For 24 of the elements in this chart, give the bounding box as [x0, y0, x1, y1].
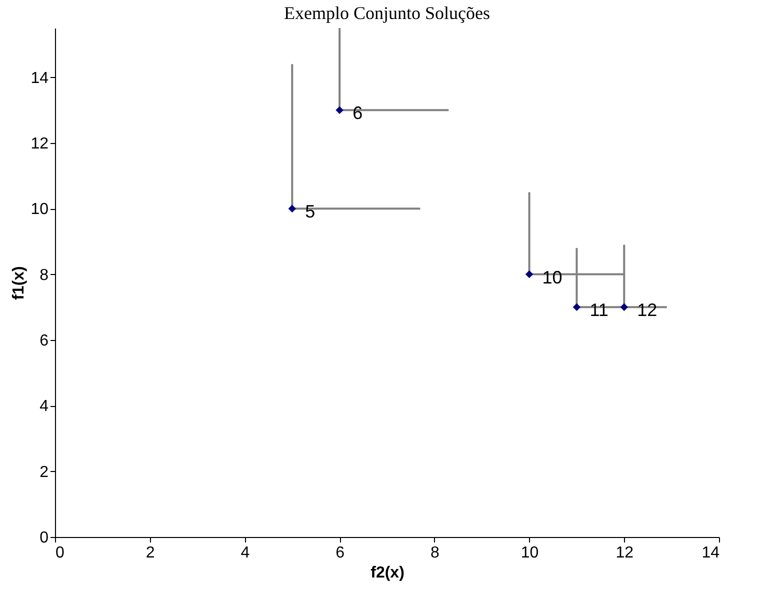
annotation: 12 [637, 300, 658, 320]
x-tick-label: 8 [430, 544, 440, 562]
x-tick-label: 2 [146, 544, 155, 562]
annotation: 5 [305, 202, 316, 222]
y-tick-label: 12 [30, 135, 49, 152]
x-tick-label: 6 [336, 544, 345, 562]
y-tick-label: 0 [40, 530, 49, 546]
x-tick-label: 10 [520, 544, 539, 562]
y-tick-label: 10 [30, 201, 49, 218]
annotation: 6 [352, 103, 363, 124]
y-tick-label: 14 [30, 70, 49, 87]
y-tick-label: 6 [40, 332, 49, 350]
y-axis-title: f1(x) [10, 266, 28, 300]
chart-title: Exemplo Conjunto Soluções [284, 3, 490, 23]
annotation: 11 [590, 300, 608, 320]
x-tick-label: 4 [240, 544, 250, 562]
y-tick-label: 8 [40, 266, 49, 284]
x-axis-title: f2(x) [370, 564, 404, 582]
y-tick-label: 4 [40, 398, 49, 416]
x-tick-label: 0 [56, 544, 64, 562]
annotation: 10 [542, 267, 562, 288]
y-tick-label: 2 [40, 464, 49, 481]
x-tick-label: 14 [702, 544, 720, 562]
x-tick-label: 12 [616, 544, 634, 562]
